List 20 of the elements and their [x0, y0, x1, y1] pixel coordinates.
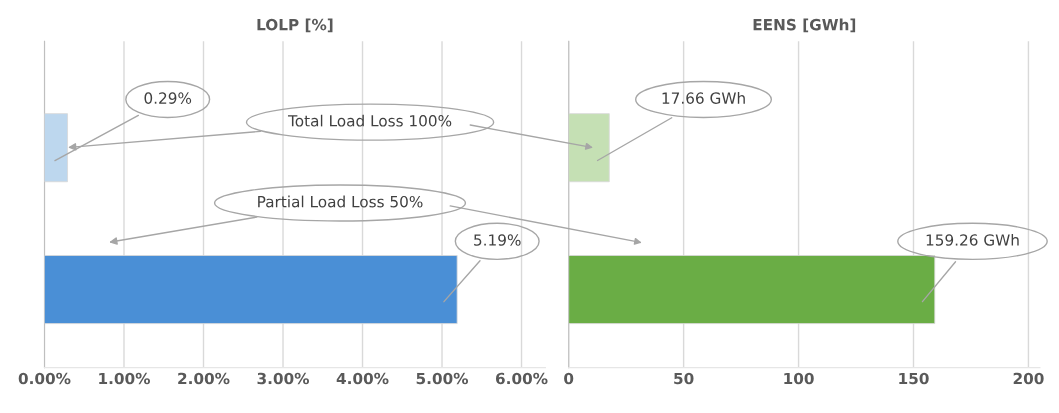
chart-title: LOLP [%] — [257, 18, 333, 33]
x-tick-label: 1.00% — [99, 372, 150, 385]
x-tick-label: 200 — [1013, 372, 1044, 385]
annotation: Partial Load Loss 50% — [258, 195, 423, 208]
annotation: Total Load Loss 100% — [287, 114, 452, 127]
data-label: 0.29% — [144, 92, 192, 104]
data-label: 17.66 GWh — [662, 92, 745, 104]
x-tick-label: 100 — [784, 372, 814, 385]
x-tick-label: 0 — [564, 372, 574, 385]
x-tick-label: 150 — [899, 372, 929, 385]
x-tick-label: 3.00% — [257, 372, 310, 385]
x-tick-label: 4.00% — [336, 372, 389, 385]
data-label: 159.26 GWh — [926, 233, 1019, 246]
x-tick-label: 50 — [674, 372, 694, 385]
chart-title: EENS [GWh] — [753, 18, 856, 33]
data-label: 5.19% — [474, 234, 521, 246]
x-tick-label: 2.00% — [178, 372, 230, 385]
x-tick-label: 6.00% — [495, 372, 548, 385]
x-tick-label: 5.00% — [416, 372, 469, 385]
x-tick-label: 0.00% — [18, 372, 71, 385]
